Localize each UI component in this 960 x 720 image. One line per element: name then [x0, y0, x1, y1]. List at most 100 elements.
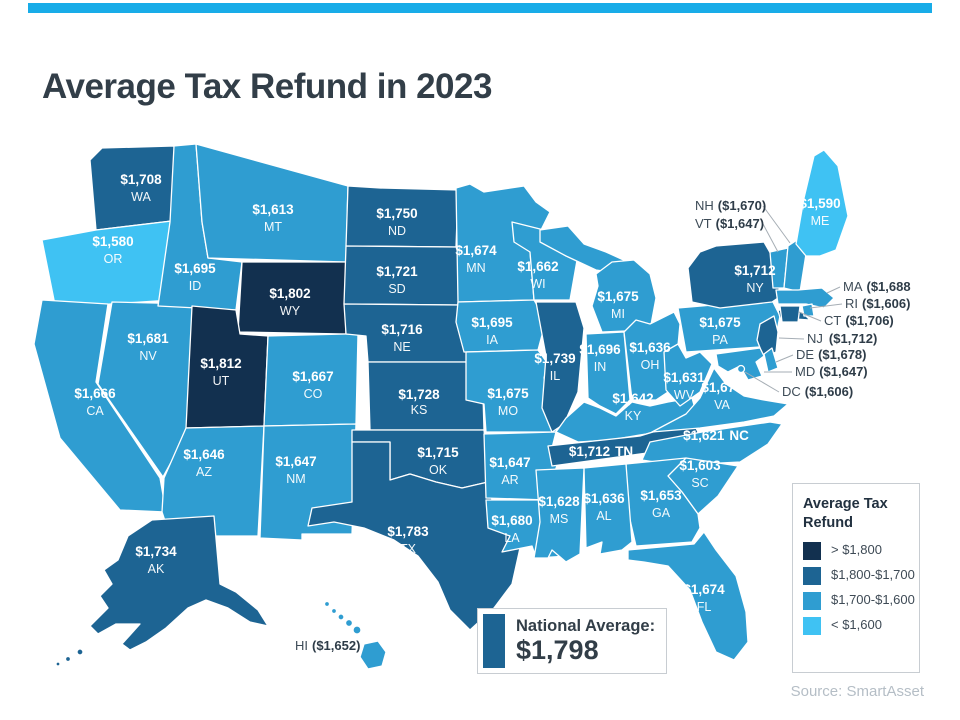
- wv-code: WV: [674, 388, 695, 402]
- state-hi-island: [352, 625, 362, 635]
- sd-code: SD: [388, 282, 405, 296]
- wv-amount: $1,631: [663, 370, 705, 385]
- ga-amount: $1,653: [640, 488, 682, 503]
- ok-amount: $1,715: [417, 445, 459, 460]
- hi-callout: HI ($1,652): [295, 638, 360, 653]
- state-mi: [591, 259, 657, 333]
- state-fl: [627, 531, 749, 661]
- state-ma: [775, 287, 835, 309]
- leader-ct: [798, 311, 822, 322]
- la-amount: $1,680: [491, 513, 532, 528]
- ms-code: MS: [550, 512, 569, 526]
- callout-leader-lines: [744, 205, 843, 393]
- ct-callout: CT ($1,706): [824, 313, 894, 328]
- state-ak-island: [76, 648, 84, 656]
- ar-code: AR: [501, 473, 518, 487]
- state-ak-island: [55, 661, 61, 667]
- mn-amount: $1,674: [455, 243, 497, 258]
- ia-code: IA: [486, 333, 498, 347]
- ky-amount: $1,642: [612, 391, 653, 406]
- nv-amount: $1,681: [127, 331, 169, 346]
- in-amount: $1,696: [579, 342, 621, 357]
- va-code: VA: [714, 398, 730, 412]
- ut-code: UT: [213, 374, 230, 388]
- tx-code: TX: [400, 542, 417, 556]
- leader-nj: [778, 337, 805, 340]
- nv-code: NV: [139, 349, 157, 363]
- nm-amount: $1,647: [275, 454, 316, 469]
- oh-code: OH: [641, 358, 660, 372]
- state-hi-island: [344, 618, 354, 628]
- national-average-value: $1,798: [516, 635, 599, 665]
- leader-vt: [762, 223, 779, 253]
- id-code: ID: [189, 279, 202, 293]
- state-ct: [779, 305, 801, 323]
- al-amount: $1,636: [583, 491, 625, 506]
- ia-amount: $1,695: [471, 315, 513, 330]
- leader-de: [775, 354, 794, 363]
- pa-code: PA: [712, 333, 728, 347]
- ar-amount: $1,647: [489, 455, 530, 470]
- wa-code: WA: [131, 190, 151, 204]
- wy-amount: $1,802: [269, 286, 310, 301]
- sd-amount: $1,721: [376, 264, 418, 279]
- nj-callout: NJ ($1,712): [807, 331, 877, 346]
- wy-code: WY: [280, 304, 301, 318]
- leader-dc: [744, 371, 780, 393]
- oh-amount: $1,636: [629, 340, 671, 355]
- legend-item: $1,800-$1,700: [803, 566, 915, 585]
- ks-amount: $1,728: [398, 387, 440, 402]
- ak-code: AK: [148, 562, 165, 576]
- de-callout: DE ($1,678): [796, 347, 866, 362]
- national-average-bar: [483, 614, 505, 668]
- nd-amount: $1,750: [376, 206, 417, 221]
- co-code: CO: [304, 387, 323, 401]
- legend-label: > $1,800: [831, 541, 882, 557]
- state-va: [651, 367, 789, 433]
- ri-callout: RI ($1,606): [845, 296, 910, 311]
- al-code: AL: [596, 509, 611, 523]
- source-attribution: Source: SmartAsset: [790, 683, 924, 700]
- state-dc-marker: [736, 364, 746, 374]
- pa-amount: $1,675: [699, 315, 741, 330]
- mt-amount: $1,613: [252, 202, 294, 217]
- mn-code: MN: [466, 261, 485, 275]
- wi-code: WI: [530, 277, 545, 291]
- az-code: AZ: [196, 465, 212, 479]
- mo-amount: $1,675: [487, 386, 529, 401]
- nd-code: ND: [388, 224, 406, 238]
- leader-ma: [826, 286, 841, 294]
- state-mt: [195, 143, 349, 263]
- la-code: LA: [504, 531, 520, 545]
- callout-labels: NH ($1,670) VT ($1,647) MA ($1,688 RI ($1,60…: [295, 198, 911, 653]
- page-title: Average Tax Refund in 2023: [42, 67, 492, 107]
- il-code: IL: [550, 369, 560, 383]
- mo-code: MO: [498, 404, 518, 418]
- leader-nh: [762, 205, 791, 244]
- ne-code: NE: [393, 340, 410, 354]
- ca-code: CA: [86, 404, 104, 418]
- legend-item: < $1,600: [803, 616, 909, 635]
- mt-code: MT: [264, 220, 282, 234]
- national-average-box: National Average: $1,798: [477, 608, 667, 674]
- fl-code: FL: [697, 600, 712, 614]
- legend-item: $1,700-$1,600: [803, 591, 915, 610]
- me-code: ME: [811, 214, 830, 228]
- legend-label: $1,700-$1,600: [831, 591, 915, 607]
- nh-callout: NH ($1,670): [695, 198, 766, 213]
- ne-amount: $1,716: [381, 322, 423, 337]
- inline-labels: $1,712 TN $1,621 NC: [569, 428, 749, 459]
- ny-amount: $1,712: [734, 263, 775, 278]
- mi-amount: $1,675: [597, 289, 639, 304]
- or-amount: $1,580: [92, 234, 133, 249]
- state-ak: [89, 515, 269, 651]
- fl-amount: $1,674: [683, 582, 725, 597]
- id-amount: $1,695: [174, 261, 216, 276]
- legend-swatch-darkest: [803, 541, 821, 560]
- state-wv: [663, 343, 713, 407]
- md-callout: MD ($1,647): [795, 364, 868, 379]
- state-hi-big-island: [359, 640, 387, 670]
- legend-swatch-medium: [803, 591, 821, 610]
